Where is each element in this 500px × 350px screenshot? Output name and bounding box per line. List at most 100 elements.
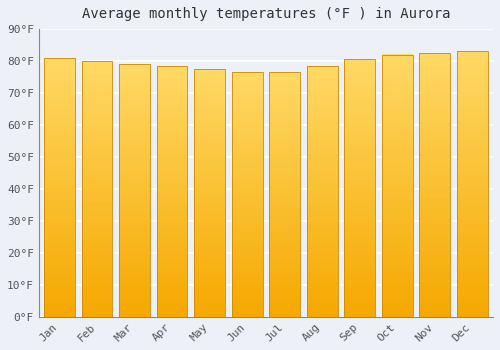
Bar [457, 215, 488, 219]
Bar [270, 92, 300, 97]
Bar [156, 308, 188, 313]
Bar [307, 220, 338, 225]
Bar [344, 136, 375, 141]
Bar [382, 256, 412, 260]
Bar [156, 128, 188, 133]
Bar [232, 308, 262, 313]
Bar [382, 177, 412, 181]
Bar [82, 95, 112, 99]
Bar [156, 178, 188, 183]
Bar [420, 66, 450, 71]
Bar [82, 266, 112, 270]
Bar [194, 284, 225, 288]
Bar [194, 160, 225, 164]
Bar [382, 103, 412, 107]
Bar [194, 81, 225, 85]
Bar [44, 183, 75, 187]
Bar [307, 116, 338, 120]
Bar [156, 225, 188, 229]
Bar [420, 159, 450, 163]
Bar [270, 72, 300, 76]
Bar [156, 133, 188, 137]
Bar [82, 295, 112, 300]
Bar [194, 230, 225, 234]
Bar [44, 230, 75, 235]
Bar [82, 74, 112, 78]
Bar [119, 253, 150, 258]
Bar [270, 251, 300, 256]
Bar [156, 313, 188, 317]
Bar [119, 64, 150, 317]
Bar [156, 99, 188, 104]
Bar [119, 237, 150, 241]
Bar [232, 227, 262, 231]
Bar [382, 85, 412, 90]
Bar [232, 235, 262, 239]
Bar [194, 110, 225, 114]
Bar [344, 141, 375, 145]
Bar [82, 274, 112, 279]
Bar [194, 209, 225, 214]
Bar [119, 274, 150, 279]
Bar [232, 166, 262, 170]
Bar [119, 106, 150, 111]
Bar [44, 131, 75, 135]
Bar [420, 70, 450, 75]
Bar [232, 88, 262, 93]
Bar [270, 162, 300, 166]
Bar [382, 129, 412, 133]
Bar [457, 56, 488, 60]
Bar [420, 246, 450, 251]
Bar [194, 275, 225, 280]
Bar [457, 149, 488, 153]
Bar [344, 158, 375, 162]
Bar [457, 303, 488, 308]
Bar [307, 74, 338, 78]
Bar [420, 268, 450, 273]
Bar [307, 170, 338, 175]
Bar [119, 110, 150, 115]
Bar [270, 100, 300, 105]
Bar [382, 68, 412, 72]
Bar [457, 281, 488, 286]
Bar [420, 79, 450, 84]
Bar [194, 176, 225, 181]
Bar [344, 278, 375, 282]
Bar [44, 105, 75, 110]
Bar [44, 265, 75, 270]
Bar [44, 127, 75, 131]
Bar [82, 82, 112, 86]
Bar [307, 99, 338, 104]
Bar [457, 162, 488, 167]
Bar [44, 174, 75, 179]
Bar [344, 231, 375, 235]
Bar [382, 290, 412, 295]
Bar [420, 238, 450, 242]
Bar [44, 114, 75, 118]
Bar [457, 135, 488, 140]
Bar [307, 258, 338, 262]
Bar [44, 260, 75, 265]
Bar [156, 124, 188, 128]
Bar [270, 166, 300, 170]
Bar [119, 136, 150, 140]
Bar [156, 283, 188, 287]
Bar [119, 64, 150, 69]
Bar [44, 308, 75, 313]
Bar [457, 268, 488, 273]
Bar [232, 194, 262, 198]
Bar [194, 242, 225, 247]
Bar [382, 72, 412, 77]
Bar [344, 76, 375, 81]
Bar [44, 213, 75, 218]
Bar [44, 239, 75, 244]
Bar [82, 78, 112, 82]
Bar [270, 300, 300, 304]
Bar [457, 299, 488, 303]
Bar [82, 167, 112, 172]
Bar [194, 251, 225, 255]
Bar [382, 155, 412, 160]
Bar [307, 133, 338, 137]
Bar [156, 204, 188, 208]
Bar [82, 223, 112, 227]
